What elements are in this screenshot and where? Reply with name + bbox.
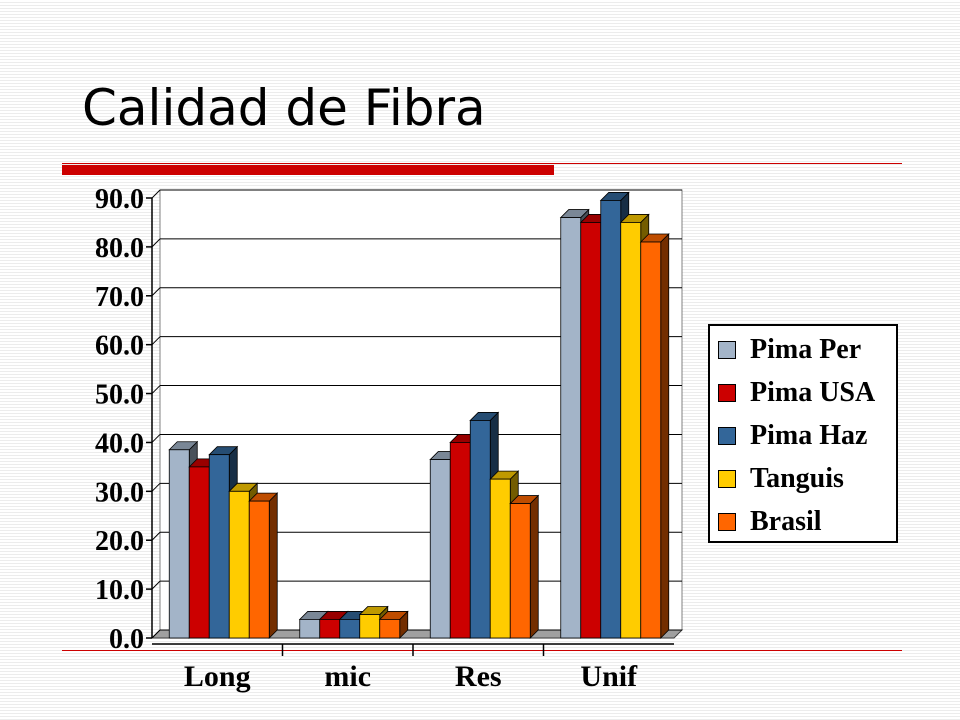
bar-front	[580, 222, 602, 639]
gridline-side	[151, 531, 161, 541]
legend: Pima Per Pima USA Pima Haz Tanguis Brasi…	[708, 324, 898, 543]
bar-front	[469, 420, 491, 639]
bar-front	[640, 241, 662, 639]
y-tick-label: 60.0	[95, 331, 144, 362]
bar-front	[449, 442, 471, 639]
bar-side	[660, 233, 670, 639]
y-tick-label: 10.0	[95, 575, 144, 606]
x-tick-labels: Long mic Res Unif	[184, 660, 638, 693]
gridline-side	[151, 580, 161, 590]
x-tick-label-res: Res	[455, 660, 502, 693]
legend-swatch-pima-per	[718, 341, 736, 359]
gridline-side	[151, 629, 161, 639]
legend-label-brasil: Brasil	[750, 506, 822, 537]
slide-title: Calidad de Fibra	[82, 79, 486, 137]
legend-item-brasil: Brasil	[718, 502, 822, 542]
legend-item-tanguis: Tanguis	[718, 459, 844, 499]
bar-front	[299, 619, 321, 639]
bar-front	[600, 200, 622, 639]
legend-swatch-pima-usa	[718, 384, 736, 402]
bar-front	[359, 614, 381, 639]
y-tick-label: 0.0	[109, 624, 144, 655]
bar-long-brasil	[248, 492, 279, 639]
legend-label-pima-haz: Pima Haz	[750, 420, 868, 451]
bars	[168, 191, 670, 639]
y-tick-label: 70.0	[95, 282, 144, 313]
y-tick-label: 30.0	[95, 477, 144, 508]
y-tick-label: 40.0	[95, 428, 144, 459]
axes	[146, 197, 674, 656]
bar-front	[168, 449, 190, 639]
legend-swatch-brasil	[718, 513, 736, 531]
bar-mic-brasil	[378, 610, 409, 639]
title-underline-thick	[62, 165, 554, 175]
bar-unif-brasil	[639, 233, 670, 639]
bar-side	[529, 494, 539, 639]
bar-front	[379, 619, 401, 639]
y-tick-label: 20.0	[95, 526, 144, 557]
legend-item-pima-haz: Pima Haz	[718, 416, 867, 456]
bar-front	[188, 466, 210, 639]
x-tick-label-unif: Unif	[580, 660, 638, 693]
legend-item-pima-per: Pima Per	[718, 330, 861, 370]
bar-front	[208, 454, 230, 639]
bar-front	[339, 619, 361, 639]
legend-swatch-pima-haz	[718, 427, 736, 445]
y-tick-label: 80.0	[95, 233, 144, 264]
title-underline-thin	[62, 163, 902, 164]
bar-front	[620, 222, 642, 639]
bar-front	[228, 490, 250, 639]
bar-front	[248, 500, 270, 639]
legend-swatch-tanguis	[718, 470, 736, 488]
bar-res-brasil	[509, 494, 540, 639]
gridline-side	[151, 238, 161, 248]
gridline-side	[151, 189, 161, 199]
legend-label-tanguis: Tanguis	[750, 463, 844, 494]
y-tick-label: 50.0	[95, 380, 144, 411]
bar-front	[319, 619, 341, 639]
gridline-side	[151, 482, 161, 492]
bar-front	[560, 217, 582, 639]
x-tick-label-mic: mic	[324, 660, 371, 693]
legend-label-pima-per: Pima Per	[750, 334, 862, 365]
gridline-side	[151, 336, 161, 346]
legend-item-pima-usa: Pima USA	[718, 373, 875, 413]
gridline-side	[151, 385, 161, 394]
x-tick-label-long: Long	[184, 660, 251, 693]
y-tick-labels: 0.0 10.0 20.0 30.0 40.0 50.0 60.0 70.0 80.0 90.0	[95, 184, 144, 655]
legend-label-pima-usa: Pima USA	[750, 377, 876, 408]
gridline-side	[151, 287, 161, 297]
y-tick-label: 90.0	[95, 184, 144, 215]
bar-front	[489, 478, 511, 639]
gridline-side	[151, 434, 161, 443]
bar-front	[429, 459, 451, 639]
bottom-rule	[62, 650, 902, 651]
bar-side	[268, 492, 278, 639]
bar-front	[509, 503, 531, 639]
